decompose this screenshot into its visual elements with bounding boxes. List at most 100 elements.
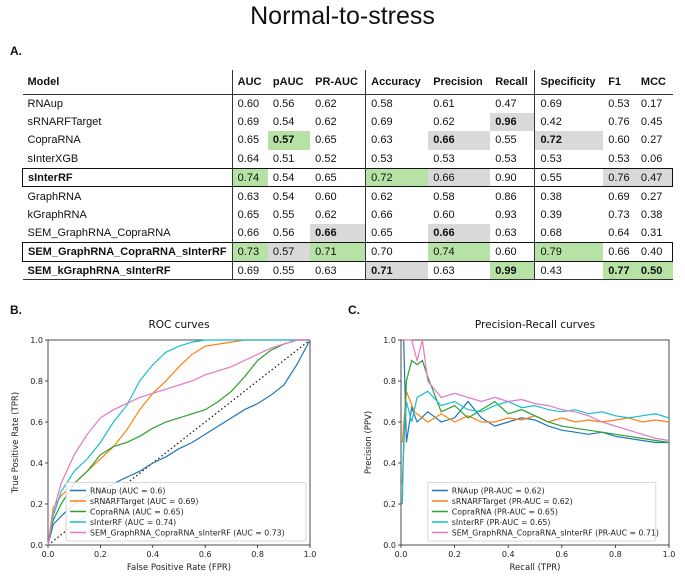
metric-cell: 0.55 [267, 261, 311, 281]
metric-cell: 0.60 [237, 97, 260, 110]
column-header-pauc: pAUC [267, 70, 311, 95]
metric-cell: 0.42 [540, 115, 562, 128]
table-body: RNAup 0.60 0.56 0.62 0.58 0.61 0.47 0.69 0.53 0.1… [22, 94, 673, 281]
legend-entry: SEM_GraphRNA_CopraRNA_sInterRF (AUC = 0.… [90, 529, 285, 538]
column-header-pr-auc: PR-AUC [310, 70, 367, 95]
x-tick-label: 0.6 [199, 550, 212, 559]
table-row: GraphRNA 0.63 0.54 0.60 0.62 0.58 0.86 0.38 0.69… [22, 186, 673, 206]
panel-b-label: B. [10, 303, 22, 317]
metric-cell: 0.60 [490, 242, 536, 262]
legend-entry: sRNARFTarget (PR-AUC = 0.62) [452, 497, 573, 506]
metric-cell: 0.64 [608, 227, 630, 240]
metric-cell: 0.65 [371, 227, 393, 240]
metric-cell: 0.43 [534, 261, 604, 281]
metric-cell: 0.39 [540, 208, 562, 221]
metric-cell: 0.93 [490, 205, 536, 225]
metric-cell: 0.53 [608, 97, 630, 110]
model-name-cell: CopraRNA [22, 131, 233, 150]
metric-cell: 0.53 [608, 152, 630, 165]
metric-cell: 0.53 [540, 152, 562, 165]
metric-cell: 0.63 [310, 261, 367, 281]
metric-cell: 0.68 [540, 227, 562, 240]
table-row: sInterXGB 0.64 0.51 0.52 0.53 0.53 0.53 0.53 0.5… [22, 149, 673, 169]
metric-cell: 0.60 [433, 208, 455, 221]
column-header-accuracy: Accuracy [365, 70, 429, 95]
metric-cell: 0.54 [272, 115, 295, 128]
metric-cell: 0.70 [365, 242, 429, 262]
y-tick-label: 0.4 [383, 459, 396, 468]
series-line-2 [47, 339, 310, 546]
legend-box [427, 482, 657, 542]
metric-cell: 0.27 [640, 134, 663, 147]
legend-entry: CopraRNA (AUC = 0.65) [90, 508, 184, 517]
panel-a-label: A. [10, 44, 22, 58]
metric-cell: 0.62 [433, 115, 455, 128]
y-tick-label: 0.6 [30, 418, 43, 427]
metric-cell: 0.58 [371, 97, 393, 110]
metric-cell: 0.99 [490, 261, 536, 281]
metric-cell: 0.58 [433, 190, 455, 203]
series-line-2 [401, 359, 670, 484]
metric-cell: 0.66 [310, 224, 367, 243]
metric-cell: 0.62 [310, 205, 367, 225]
metric-cell: 0.72 [534, 131, 604, 150]
y-tick-label: 0.6 [383, 418, 396, 427]
x-tick-label: 0.6 [555, 550, 568, 559]
legend-entry: sInterRF (PR-AUC = 0.65) [452, 518, 551, 527]
chance-diagonal [47, 339, 311, 546]
metric-cell: 0.66 [371, 208, 393, 221]
metric-cell: 0.65 [310, 167, 367, 188]
metric-cell: 0.69 [540, 97, 562, 110]
y-tick-label: 0.0 [30, 541, 43, 550]
table-row: CopraRNA 0.65 0.57 0.65 0.63 0.66 0.55 0.72 0.60… [22, 131, 673, 150]
series-line-4 [47, 339, 310, 546]
series-line-1 [401, 391, 670, 443]
model-name-cell: SEM_GraphRNA_CopraRNA_sInterRF [22, 242, 233, 262]
metric-cell: 0.69 [232, 261, 268, 281]
column-header-auc: AUC [232, 70, 268, 95]
metric-cell: 0.66 [603, 242, 636, 262]
metric-cell: 0.61 [433, 97, 455, 110]
metric-cell: 0.69 [608, 190, 630, 203]
metric-cell: 0.47 [635, 167, 673, 188]
column-header-precision: Precision [428, 70, 491, 95]
metrics-table: Model AUC pAUC PR-AUC Accuracy Precision Recal… [22, 70, 673, 281]
metric-cell: 0.65 [237, 134, 260, 147]
table-header-row: Model AUC pAUC PR-AUC Accuracy Precision Recal… [22, 70, 673, 95]
series-line-3 [47, 339, 310, 546]
metric-cell: 0.53 [490, 149, 536, 169]
series-line-4 [402, 339, 670, 442]
metric-cell: 0.62 [310, 94, 367, 113]
metric-cell: 0.64 [237, 152, 260, 165]
metric-cell: 0.66 [428, 131, 491, 150]
metric-cell: 0.63 [237, 190, 260, 203]
legend-entry: RNAup (AUC = 0.6) [90, 487, 165, 496]
legend-entry: SEM_GraphRNA_CopraRNA_sInterRF (PR-AUC =… [452, 529, 659, 538]
legend-entry: sInterRF (AUC = 0.74) [90, 518, 176, 527]
roc-chart: ROC curves 0.0 0.2 0.4 0.6 0.8 1.0 0.0 0.2 0.4 0.6… [11, 319, 316, 573]
table-row: sRNARFTarget 0.69 0.54 0.62 0.69 0.62 0.96 0.42… [22, 112, 673, 132]
legend-entry: RNAup (PR-AUC = 0.62) [452, 487, 545, 496]
metric-cell: 0.31 [640, 227, 663, 240]
metric-cell: 0.63 [490, 224, 536, 243]
legend-box [65, 482, 307, 542]
y-tick-label: 0.2 [30, 500, 43, 509]
chart-title: Precision-Recall curves [475, 319, 595, 331]
y-tick-label: 0.4 [30, 459, 43, 468]
panel-c-label: C. [348, 303, 360, 317]
metric-cell: 0.66 [428, 167, 491, 188]
metric-cell: 0.79 [534, 242, 604, 262]
x-axis-label: False Positive Rate (FPR) [127, 563, 231, 573]
metric-cell: 0.96 [490, 112, 536, 132]
y-tick-label: 1.0 [30, 336, 43, 345]
column-header-f1: F1 [603, 70, 636, 95]
x-tick-label: 0.2 [94, 550, 107, 559]
metric-cell: 0.69 [371, 115, 393, 128]
metric-cell: 0.50 [635, 261, 673, 281]
metric-cell: 0.72 [365, 167, 429, 188]
metric-cell: 0.57 [267, 131, 311, 150]
metric-cell: 0.76 [608, 115, 630, 128]
metric-cell: 0.56 [272, 227, 295, 240]
column-header-mcc: MCC [635, 70, 673, 95]
table-row: RNAup 0.60 0.56 0.62 0.58 0.61 0.47 0.69 0.53 0.1… [22, 94, 673, 113]
